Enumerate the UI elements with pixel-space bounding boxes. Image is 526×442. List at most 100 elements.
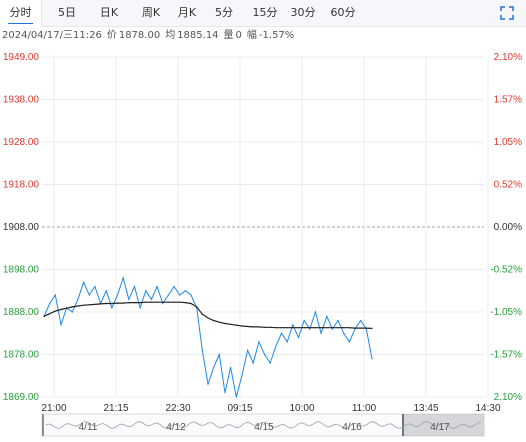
navigator-handle-right [402, 414, 404, 436]
y-tick-label-left: 1918.00 [3, 180, 40, 191]
price-line-point [348, 341, 350, 343]
x-tick-label: 10:00 [289, 403, 314, 414]
price-line-point [314, 311, 316, 313]
average-price-line-point [201, 313, 203, 315]
price-line [43, 276, 373, 398]
tab-weekly-k[interactable]: 周K [141, 6, 161, 19]
price-line-point [331, 328, 333, 330]
average-price-line-point [66, 307, 68, 309]
price-line-point [201, 349, 203, 351]
price-line-point [275, 345, 277, 347]
average-price-line-point [320, 327, 322, 329]
tab-30-min[interactable]: 30分 [290, 6, 316, 19]
price-line-point [179, 294, 181, 296]
avg-value: 1885.14 [177, 30, 219, 41]
price-line-point [371, 358, 373, 360]
volume-label: 量 [223, 30, 234, 41]
average-price-line-point [128, 302, 130, 304]
average-price-line-point [292, 327, 294, 329]
average-price-line-point [116, 302, 119, 304]
average-price-line-point [173, 301, 175, 303]
quote-datetime: 2024/04/17/三11:26 [2, 30, 102, 41]
x-tick-label: 09:15 [227, 403, 252, 414]
average-price-line-point [365, 327, 367, 329]
quote-info-bar: 2024/04/17/三11:26 价 1878.00 均 1885.14 量 0 幅 -1.5… [0, 27, 526, 47]
y-tick-label-left: 1949.00 [3, 52, 40, 63]
average-price-line-point [43, 315, 45, 317]
tab-daily-k[interactable]: 日K [99, 6, 119, 19]
price-line-point [184, 290, 186, 292]
price-line-point [122, 277, 124, 279]
y-tick-label-right: 1.57% [494, 95, 522, 106]
average-price-line-point [88, 304, 90, 306]
average-price-line-point [150, 301, 152, 303]
price-line-point [60, 324, 62, 326]
average-price-line-point [167, 301, 169, 303]
price-line-point [94, 285, 96, 288]
average-price-line-point [258, 326, 260, 328]
y-tick-label-right: 0.00% [494, 222, 522, 233]
price-line-point [162, 302, 164, 305]
price-line-point [280, 332, 283, 334]
average-price-line-point [326, 327, 328, 329]
average-price-line-point [122, 302, 124, 304]
average-price-line-point [286, 327, 288, 329]
price-line-point [303, 319, 305, 322]
x-tick-label: 21:15 [103, 403, 128, 414]
price-line-point [343, 332, 345, 334]
fullscreen-icon[interactable] [500, 6, 514, 20]
price-line-point [218, 353, 220, 356]
price-line-point [309, 328, 311, 330]
average-price-line-point [280, 327, 283, 329]
y-tick-label-left: 1888.00 [3, 307, 40, 318]
average-price-line-point [218, 321, 220, 323]
price-line-point [54, 294, 56, 296]
y-tick-label-right: -0.52% [490, 265, 522, 276]
price-line-point [297, 336, 300, 339]
navigator-selection [402, 414, 484, 436]
period-tab-bar: 分时 5日 日K 周K 月K 5分 15分 30分 60分 [0, 0, 526, 27]
average-price-line-point [83, 304, 85, 306]
average-price-line-point [54, 310, 56, 312]
price-line-point [145, 290, 147, 292]
y-tick-label-left: 1869.00 [3, 392, 40, 403]
average-price-line-point [360, 327, 362, 329]
price-line-point [111, 307, 113, 309]
tab-60-min[interactable]: 60分 [330, 6, 356, 19]
price-line-point [190, 294, 192, 296]
navigator-date-label: 4/11 [79, 422, 98, 433]
average-price-line-point [196, 306, 198, 308]
price-line-point [49, 302, 51, 305]
tab-5-day[interactable]: 5日 [58, 6, 76, 19]
navigator-date-label: 4/17 [430, 422, 450, 433]
tab-monthly-k[interactable]: 月K [177, 6, 197, 19]
average-price-line-point [235, 324, 237, 326]
average-price-line-point [348, 327, 350, 329]
price-line-point [320, 332, 322, 334]
y-tick-label-right: 1.05% [494, 137, 522, 148]
price-line-point [105, 290, 107, 292]
average-price-line-point [111, 302, 113, 305]
price-line-point [150, 298, 152, 300]
price-line-point [326, 315, 328, 317]
price-line-point [83, 281, 85, 283]
x-tick-label: 11:00 [352, 403, 377, 414]
average-price-line-point [309, 327, 311, 329]
intraday-chart[interactable]: 1949.00 2.10% 1938.00 1.57% 1928.00 1.05% 1918… [0, 47, 526, 442]
average-price-line-point [49, 313, 51, 315]
price-line-point [213, 366, 215, 368]
tab-15-min[interactable]: 15分 [252, 6, 278, 19]
average-price-line-point [94, 303, 96, 305]
average-price-line-point [179, 301, 181, 303]
y-tick-label-left: 1898.00 [3, 265, 40, 276]
average-price-line-point [371, 327, 373, 329]
navigator-date-label: 4/16 [342, 422, 362, 433]
price-line-point [292, 324, 294, 326]
average-price-line-point [252, 326, 254, 328]
tab-5-min[interactable]: 5分 [215, 6, 233, 19]
price-line-point [139, 307, 141, 309]
x-tick-label: 13:45 [413, 403, 438, 414]
price-line-point [207, 383, 209, 385]
tab-intraday[interactable]: 分时 [0, 0, 42, 27]
price-line-point [247, 349, 249, 351]
